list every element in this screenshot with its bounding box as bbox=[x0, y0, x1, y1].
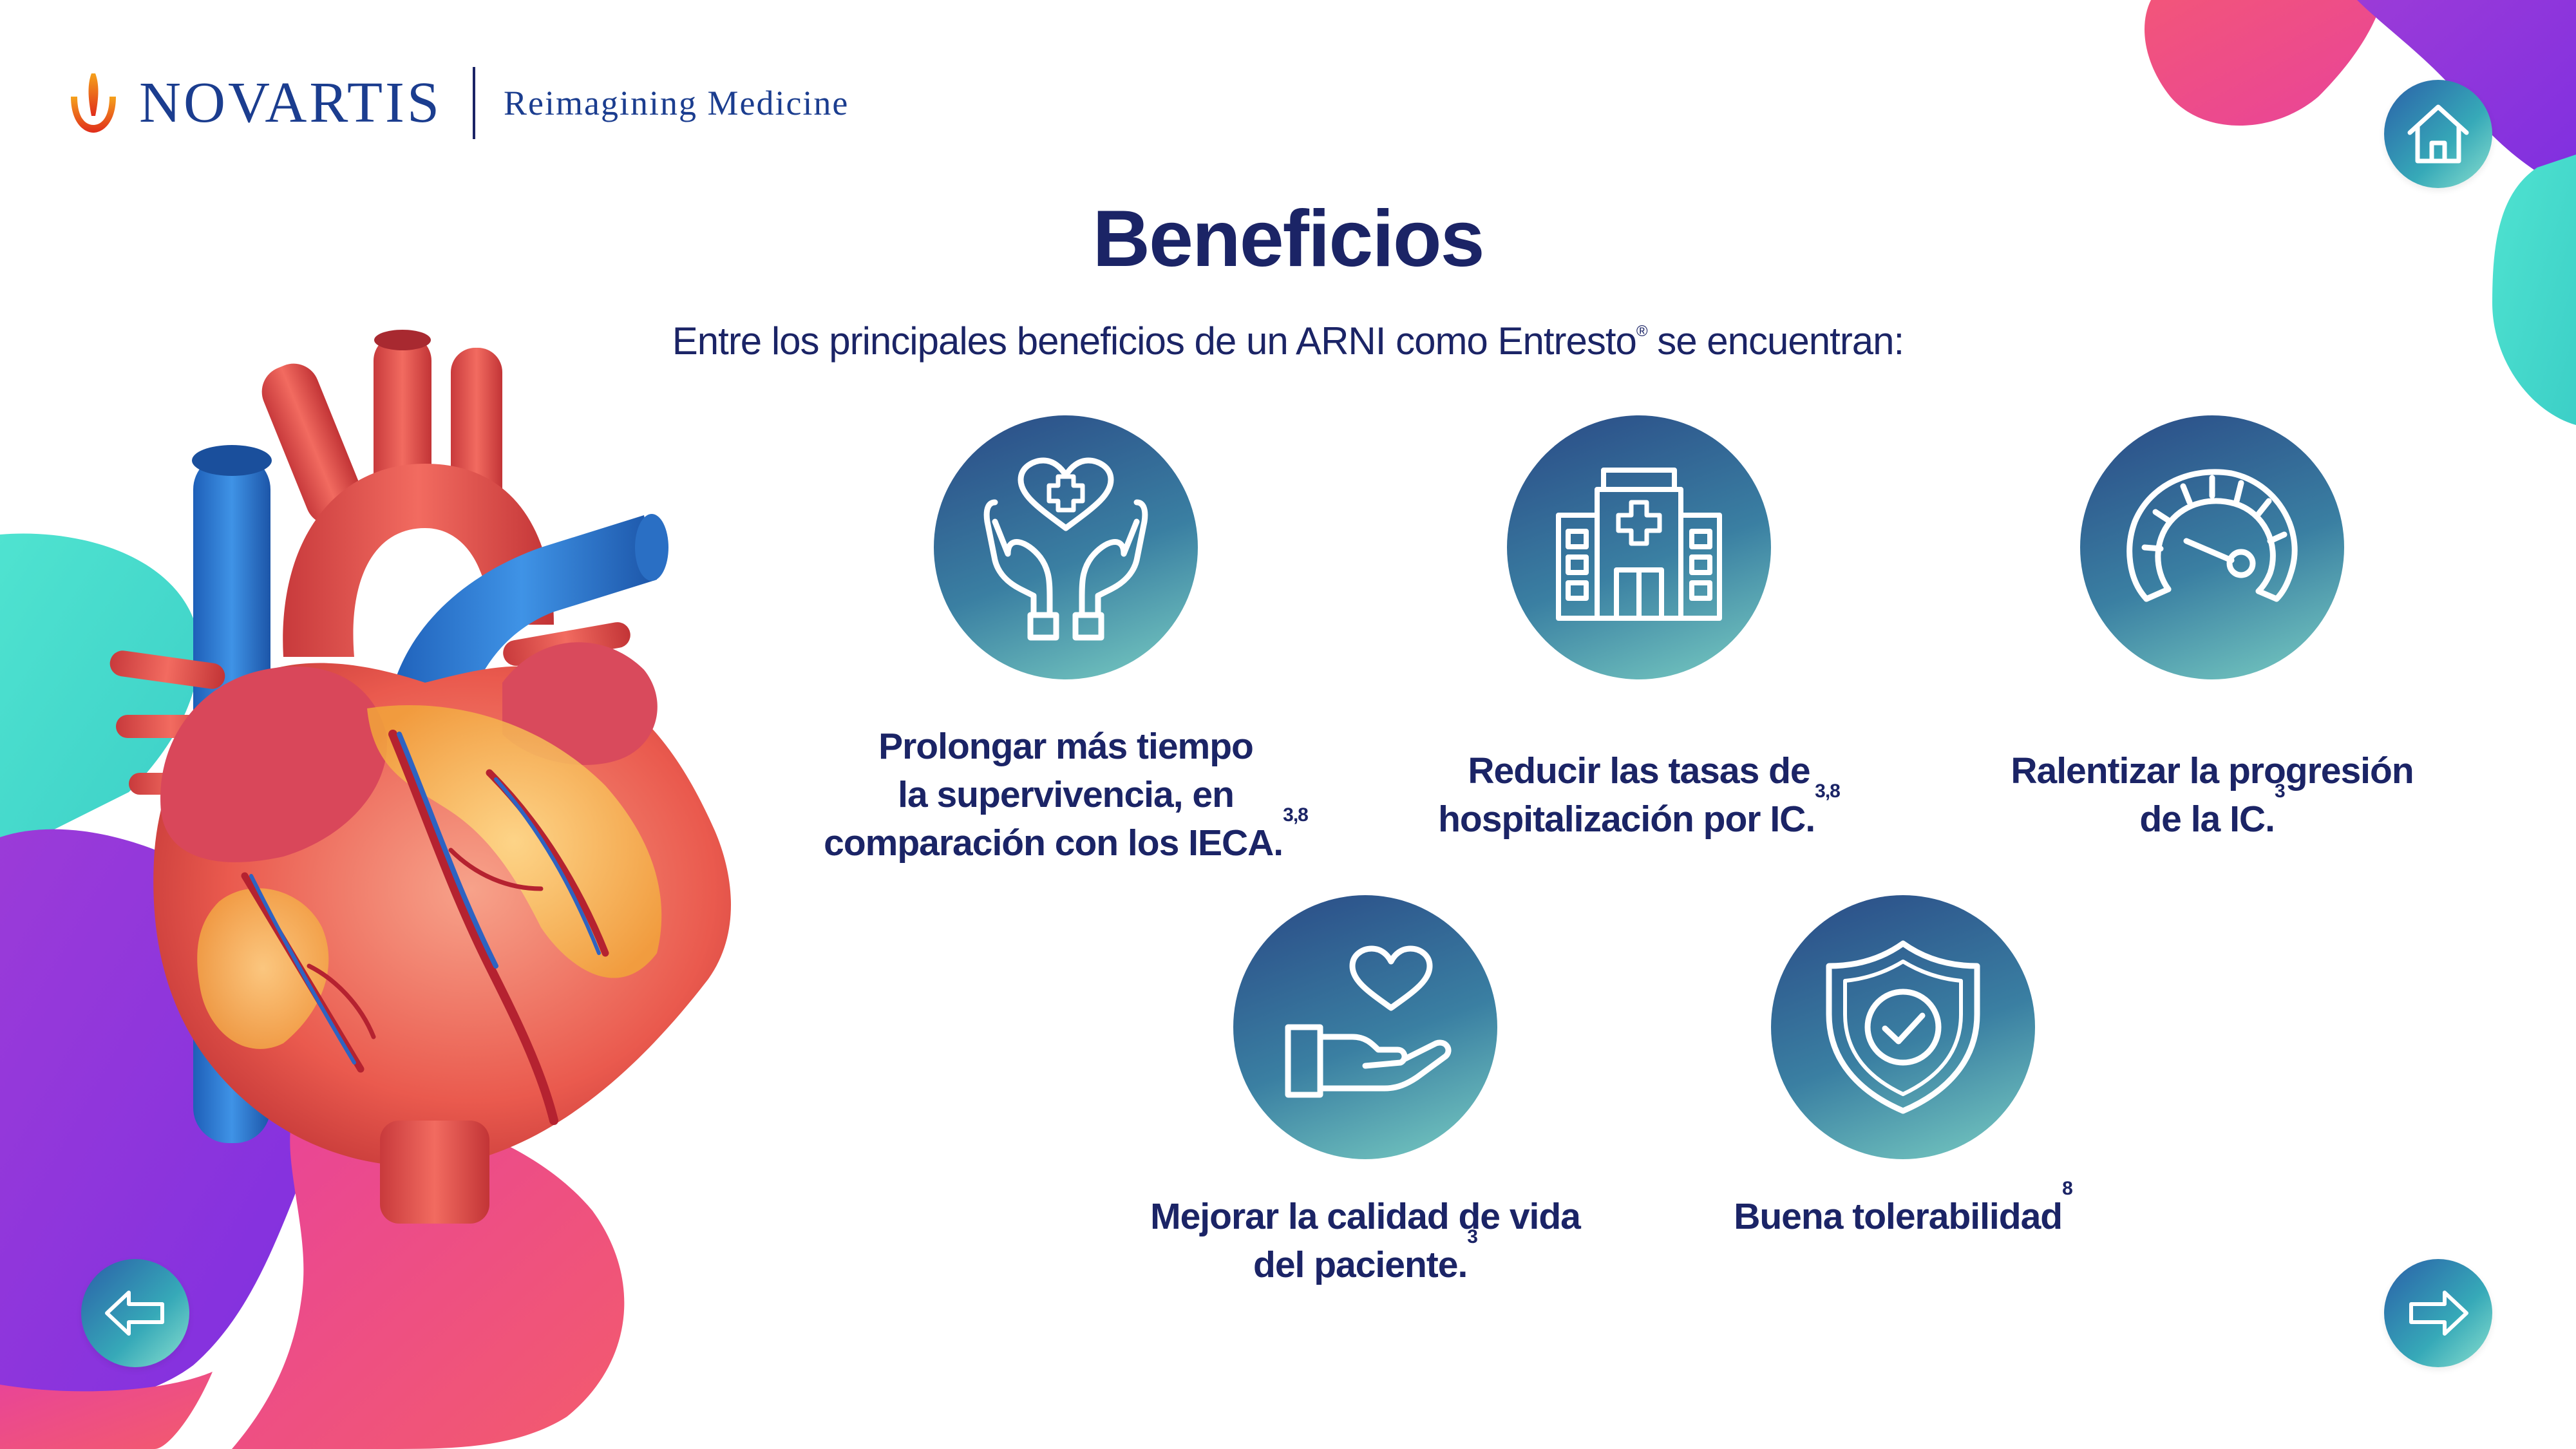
benefit-3-line-1: Ralentizar la progresión bbox=[2011, 750, 2414, 791]
benefit-2-line-2: hospitalización por IC. bbox=[1438, 799, 1815, 840]
benefit-label-1: Prolongar más tiempo la supervivencia, e… bbox=[753, 723, 1378, 867]
benefit-1-line-1: Prolongar más tiempo bbox=[878, 726, 1254, 767]
arrow-left-icon bbox=[105, 1291, 164, 1336]
benefit-5-ref: 8 bbox=[2062, 1178, 2073, 1199]
arrow-right-icon bbox=[2409, 1291, 2468, 1336]
speedometer-icon bbox=[2126, 469, 2298, 602]
home-button[interactable] bbox=[2384, 80, 2492, 188]
benefit-2-ref: 3,8 bbox=[1815, 781, 1841, 802]
benefit-3-ref: 3 bbox=[2274, 781, 2286, 802]
hand-heart-icon bbox=[1285, 945, 1452, 1098]
novartis-flame-icon bbox=[71, 73, 116, 133]
previous-button[interactable] bbox=[81, 1259, 189, 1367]
next-button[interactable] bbox=[2384, 1259, 2492, 1367]
benefit-3-line-2: de la IC. bbox=[2139, 799, 2275, 840]
benefit-2-line-1: Reducir las tasas de bbox=[1468, 750, 1810, 791]
page-subtitle: Entre los principales beneficios de un A… bbox=[0, 319, 2576, 363]
benefit-icon-circle-2 bbox=[1507, 415, 1771, 679]
subtitle-text: Entre los principales beneficios de un A… bbox=[672, 319, 1637, 363]
hospital-icon bbox=[1556, 468, 1722, 621]
brand-name: NOVARTIS bbox=[139, 71, 442, 135]
shield-check-icon bbox=[1826, 940, 1980, 1114]
benefit-label-4: Mejorar la calidad de vida del paciente.… bbox=[1095, 1193, 1636, 1289]
benefit-4-ref: 3 bbox=[1467, 1226, 1478, 1247]
benefit-icon-circle-1 bbox=[934, 415, 1198, 679]
page-title: Beneficios bbox=[1092, 194, 1484, 283]
benefit-4-line-1: Mejorar la calidad de vida bbox=[1150, 1196, 1581, 1237]
benefit-1-ref: 3,8 bbox=[1283, 804, 1309, 826]
novartis-logo: NOVARTIS Reimagining Medicine bbox=[64, 64, 849, 142]
benefit-5-line-1: Buena tolerabilidad bbox=[1734, 1196, 2063, 1237]
benefit-label-3: Ralentizar la progresión de la IC.3 bbox=[1945, 747, 2479, 844]
logo-divider bbox=[473, 67, 476, 139]
benefit-label-5: Buena tolerabilidad8 bbox=[1655, 1179, 2151, 1241]
benefit-4-line-2: del paciente. bbox=[1253, 1244, 1468, 1285]
registered-mark: ® bbox=[1636, 323, 1648, 340]
benefit-1-line-3: comparación con los IECA. bbox=[824, 822, 1283, 864]
hands-heart-cross-icon bbox=[983, 457, 1148, 641]
benefit-1-line-2: la supervivencia, en bbox=[898, 774, 1235, 815]
brand-tagline: Reimagining Medicine bbox=[504, 84, 849, 122]
home-icon bbox=[2407, 104, 2469, 164]
benefit-icon-circle-4 bbox=[1233, 895, 1497, 1159]
benefit-icon-circle-3 bbox=[2080, 415, 2344, 679]
benefit-icon-circle-5 bbox=[1771, 895, 2035, 1159]
subtitle-text-end: se encuentran: bbox=[1647, 319, 1904, 363]
heart-illustration bbox=[109, 330, 732, 1224]
benefit-label-2: Reducir las tasas de hospitalización por… bbox=[1365, 747, 1913, 844]
